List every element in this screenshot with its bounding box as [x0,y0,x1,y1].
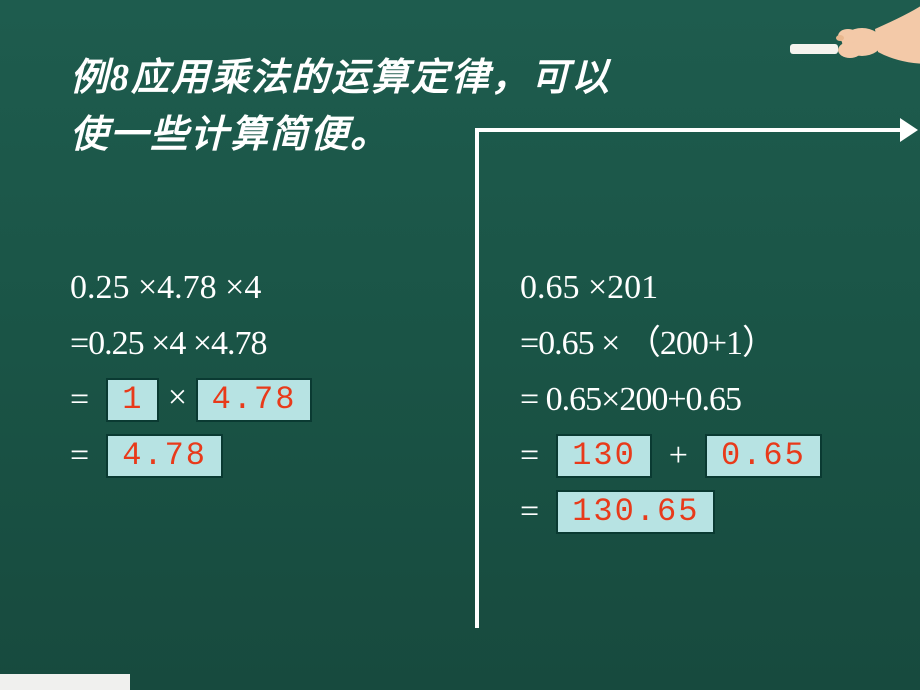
title-line2: 使一些计算简便。 [70,107,611,164]
equals-glyph: = [520,493,539,530]
divider-vertical [475,128,479,628]
lesson-title: 例8应用乘法的运算定律，可以 使一些计算简便。 [70,50,611,164]
answer-box-6: 130.65 [556,490,715,534]
left-step2: = 1 × 4.78 [70,372,312,428]
page-corner [0,674,130,690]
left-expression: 0.25 ×4.78 ×4 [70,260,312,316]
answer-box-1: 1 [106,378,159,422]
left-problem: 0.25 ×4.78 ×4 =0.25 ×4 ×4.78 = 1 × 4.78 … [70,260,312,484]
equals-glyph: = [70,437,89,474]
equals-glyph: = [520,437,539,474]
right-step2: = 0.65×200+0.65 [520,372,822,428]
right-problem: 0.65 ×201 =0.65 × （200+1） = 0.65×200+0.6… [520,260,822,540]
right-step4: = 130.65 [520,484,822,540]
chalkboard: 例8应用乘法的运算定律，可以 使一些计算简便。 0.25 ×4.78 ×4 =0… [0,0,920,690]
times-glyph: × [168,370,187,426]
left-step3: = 4.78 [70,428,312,484]
right-step1: =0.65 × （200+1） [520,316,822,372]
left-step1: =0.25 ×4 ×4.78 [70,316,312,372]
title-line1: 例8应用乘法的运算定律，可以 [70,50,611,107]
answer-box-3: 4.78 [106,434,223,478]
hand-with-chalk-icon [790,0,920,84]
answer-box-2: 4.78 [196,378,313,422]
equals-glyph: = [70,381,89,418]
right-step3: = 130 + 0.65 [520,428,822,484]
answer-box-4: 130 [556,434,652,478]
answer-box-5: 0.65 [705,434,822,478]
right-expression: 0.65 ×201 [520,260,822,316]
arrow-head-icon [900,118,918,142]
plus-glyph: + [669,437,688,474]
